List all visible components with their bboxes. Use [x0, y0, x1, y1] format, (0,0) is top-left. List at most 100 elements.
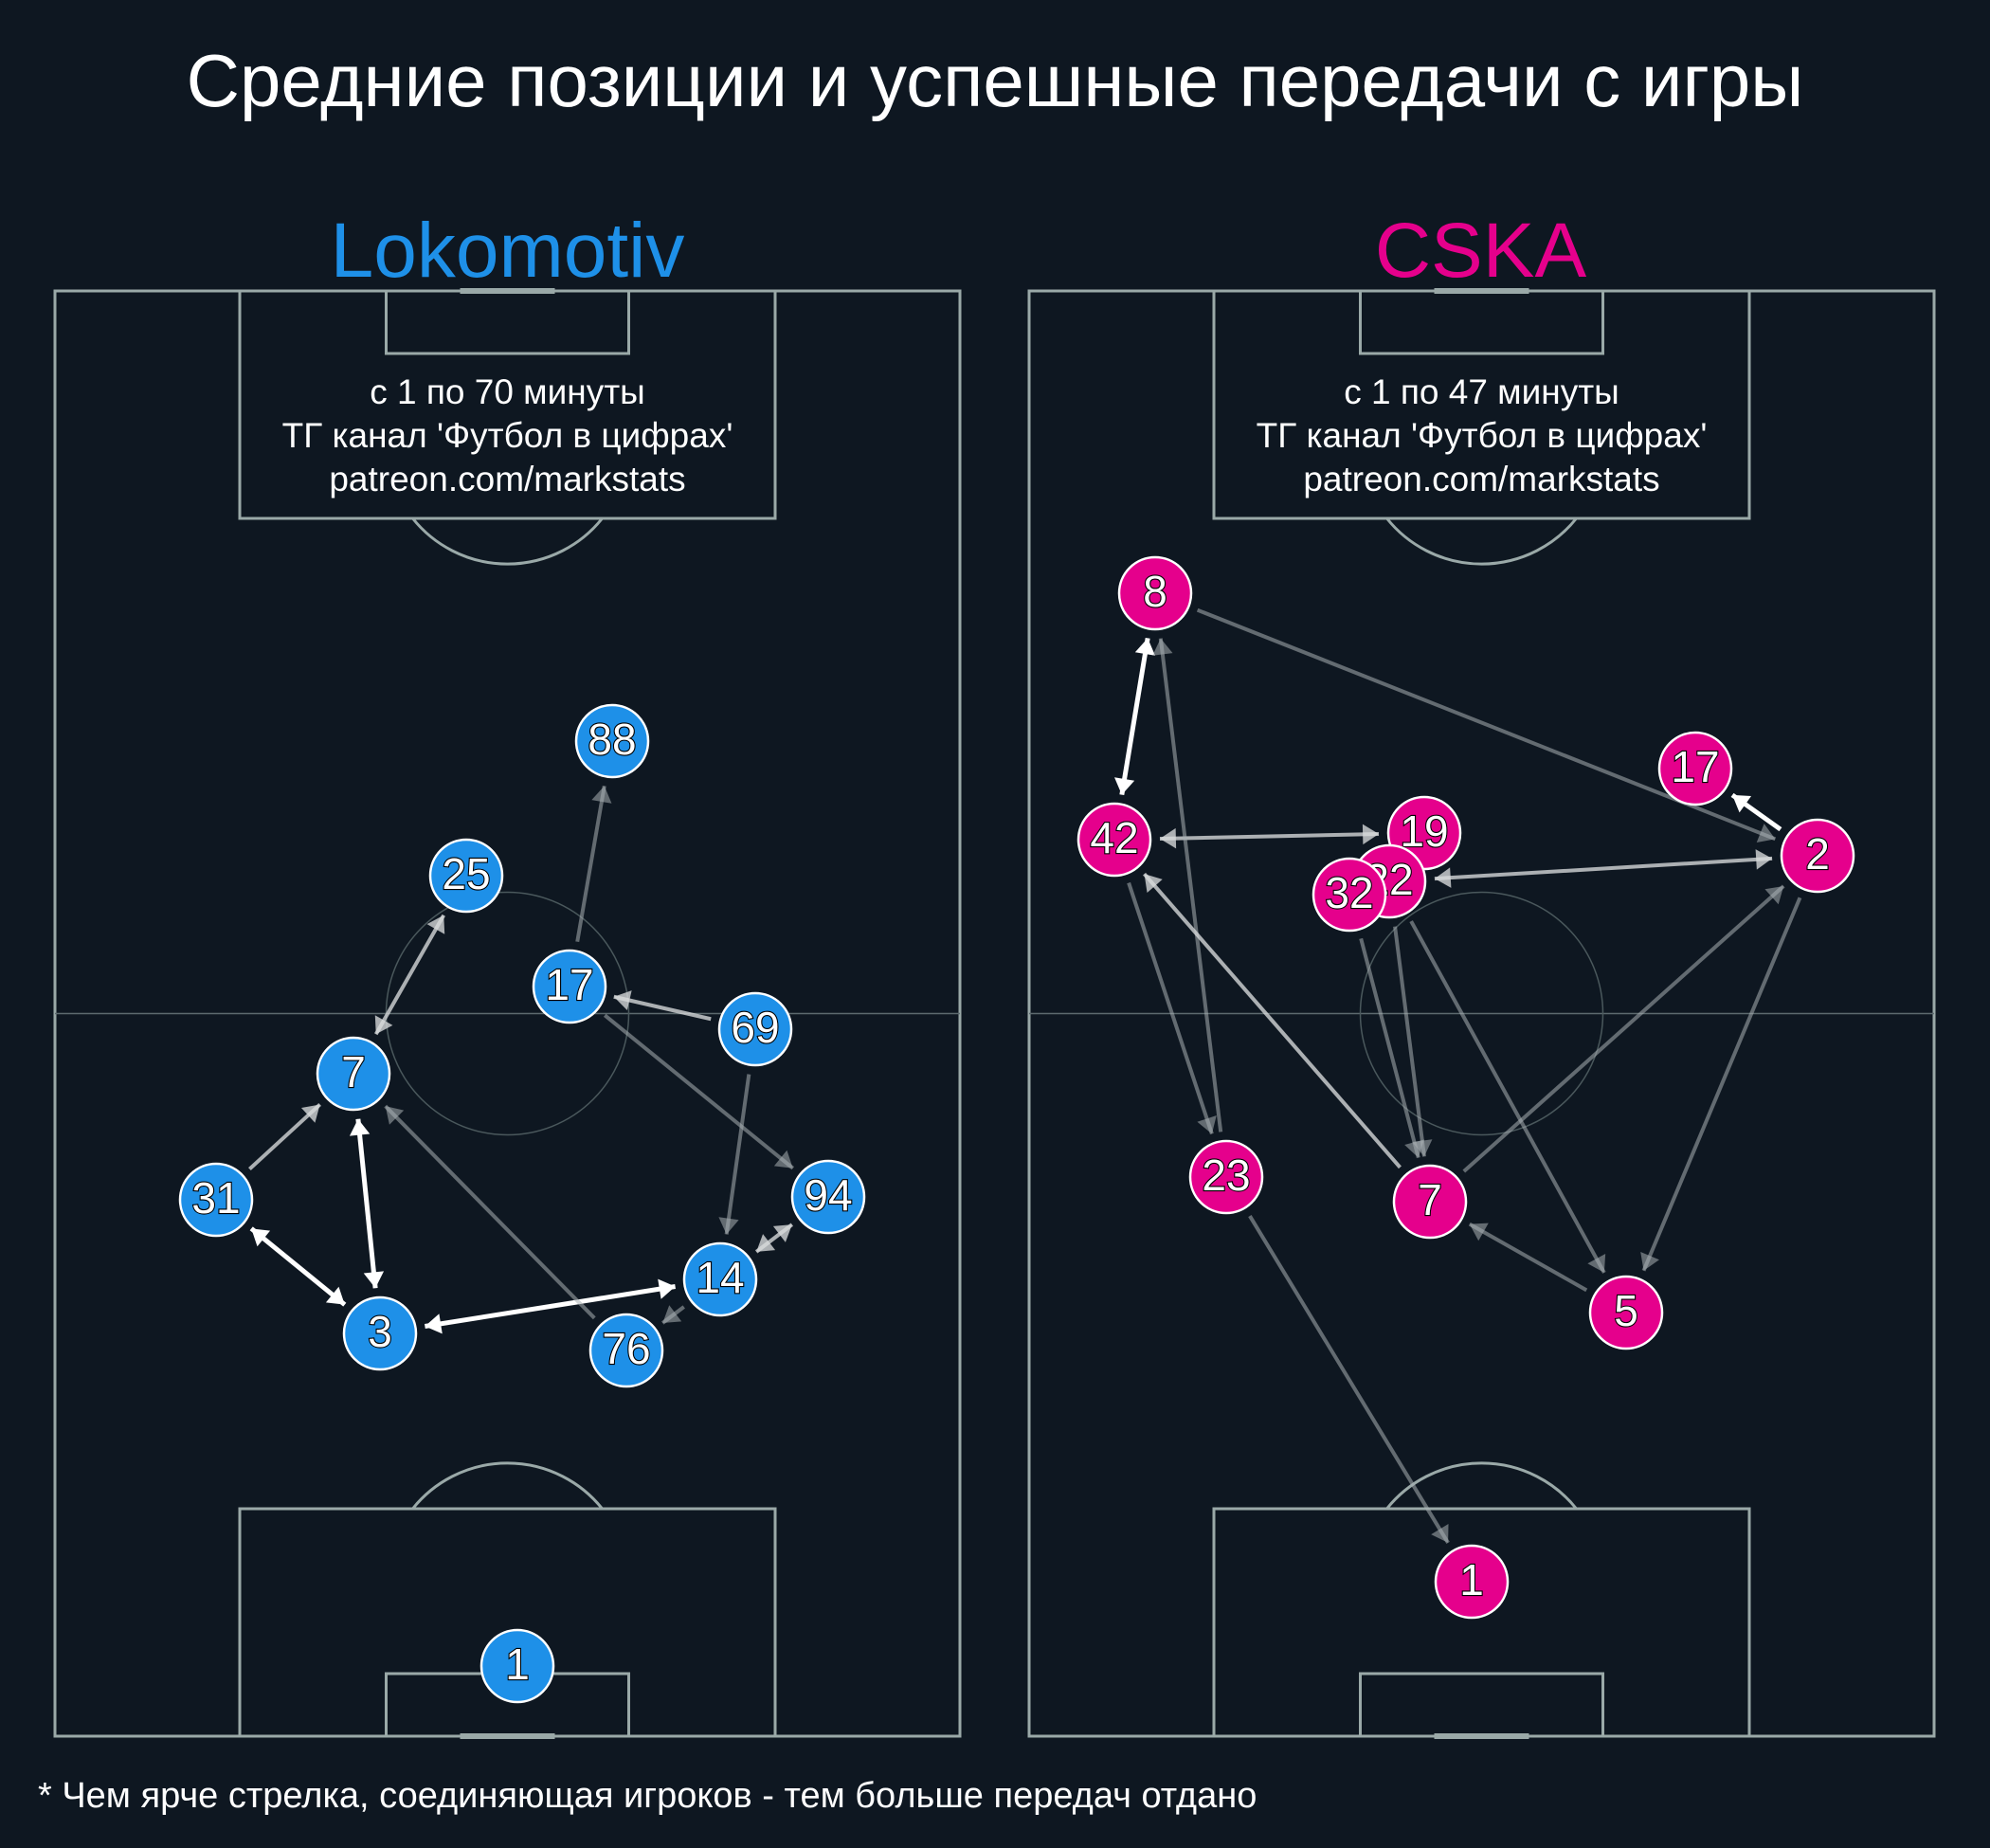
player-marker	[1076, 802, 1152, 878]
pass-arrow	[1468, 1222, 1588, 1293]
pass-arrowhead	[1159, 827, 1177, 849]
player-marker	[342, 1295, 418, 1371]
pass-arrow	[613, 994, 712, 1022]
goal-area-top	[385, 289, 630, 355]
page-title: Средние позиции и успешные передачи с иг…	[186, 39, 1804, 122]
player-node: 42	[1076, 802, 1152, 878]
player-marker	[1392, 1164, 1468, 1240]
player-node: 17	[1657, 731, 1733, 806]
info-line: ТГ канал 'Футбол в цифрах'	[282, 416, 733, 455]
player-number: 2	[1805, 829, 1830, 879]
player-node: 31	[178, 1162, 254, 1238]
player-node: 1	[479, 1628, 555, 1704]
player-node: 7	[316, 1036, 391, 1112]
pass-arrowhead	[1756, 824, 1776, 843]
player-marker	[1588, 1275, 1664, 1350]
player-marker	[574, 703, 650, 779]
pass-arrowhead	[425, 1314, 443, 1334]
player-node: 2	[1780, 818, 1855, 894]
pass-arrowhead	[658, 1278, 676, 1299]
player-number: 8	[1143, 567, 1167, 616]
pass-arrowhead	[1134, 638, 1155, 656]
player-node: 8	[1117, 555, 1193, 631]
pass-arrow	[1119, 637, 1150, 796]
pass-arrowhead	[1755, 849, 1773, 870]
player-node: 3	[342, 1295, 418, 1371]
pass-arrow	[374, 914, 445, 1036]
player-node: 32	[1312, 857, 1387, 933]
player-node: 14	[682, 1241, 758, 1317]
player-number: 42	[1090, 813, 1138, 862]
player-number: 1	[505, 1640, 530, 1689]
pass-arrowhead	[756, 1234, 776, 1252]
player-node: 76	[588, 1313, 664, 1388]
pass-arrowhead	[251, 1228, 271, 1247]
player-node: 69	[717, 991, 793, 1067]
pass-arrowhead	[1434, 867, 1452, 888]
player-number: 31	[191, 1173, 240, 1223]
pass-arrow	[1641, 897, 1802, 1272]
player-number: 17	[545, 960, 593, 1009]
pass-arrow	[1462, 884, 1785, 1173]
info-line: с 1 по 70 минуты	[370, 372, 645, 411]
pass-arrow	[1393, 926, 1426, 1157]
team-name-lokomotiv: Lokomotiv	[330, 208, 685, 294]
pass-arrowhead	[1732, 794, 1752, 813]
info-line: patreon.com/markstats	[1303, 460, 1659, 498]
pass-arrow	[603, 1013, 795, 1170]
pass-arrowhead	[773, 1150, 793, 1169]
pass-arrow	[425, 1284, 676, 1329]
player-number: 23	[1202, 1150, 1250, 1200]
player-marker	[717, 991, 793, 1067]
player-number: 7	[1418, 1175, 1442, 1224]
player-node: 7	[1392, 1164, 1468, 1240]
penalty-arc-bottom	[411, 1461, 604, 1510]
pass-arrowhead	[426, 915, 445, 934]
player-number: 17	[1671, 742, 1719, 791]
player-node: 1	[1434, 1544, 1510, 1620]
penalty-arc-bottom	[1385, 1461, 1578, 1510]
pass-arrow	[1158, 638, 1223, 1132]
pass-arrow	[384, 1104, 596, 1320]
pass-arrow	[575, 785, 606, 943]
pass-arrowhead	[1152, 638, 1173, 656]
pass-arrow	[724, 1074, 751, 1235]
footnote: * Чем ярче стрелка, соединяющая игроков …	[38, 1776, 1257, 1816]
pass-arrowhead	[374, 1015, 393, 1035]
player-number: 19	[1400, 806, 1448, 856]
pitch-lokomotiv: с 1 по 70 минуты ТГ канал 'Футбол в цифра…	[53, 288, 962, 1739]
center-circle	[1359, 891, 1604, 1136]
player-node: 5	[1588, 1275, 1664, 1350]
player-marker	[532, 949, 607, 1024]
player-number: 32	[1325, 868, 1373, 917]
pass-arrow	[355, 1118, 378, 1289]
player-marker	[682, 1241, 758, 1317]
player-node: 25	[428, 838, 504, 914]
info-line: patreon.com/markstats	[329, 460, 685, 498]
player-number: 94	[804, 1170, 852, 1220]
player-nodes: 88 25 17 69 7 31 94 14 3 76 1	[178, 703, 866, 1704]
pass-arrowhead	[1764, 885, 1784, 905]
player-marker	[1312, 857, 1387, 933]
player-marker	[1188, 1139, 1264, 1215]
player-marker	[428, 838, 504, 914]
player-node: 88	[574, 703, 650, 779]
player-number: 5	[1614, 1286, 1638, 1335]
pass-arrowhead	[591, 786, 612, 804]
pass-arrow	[1143, 872, 1402, 1169]
pitch-cska: с 1 по 47 минуты ТГ канал 'Футбол в цифра…	[1027, 288, 1936, 1739]
pass-arrow	[1434, 856, 1773, 881]
pass-arrows	[1114, 607, 1802, 1544]
pass-arrowhead	[662, 1305, 682, 1324]
pass-arrowhead	[1412, 1139, 1433, 1157]
player-marker	[316, 1036, 391, 1112]
pass-arrows	[248, 785, 795, 1334]
player-marker	[1117, 555, 1193, 631]
pass-arrowhead	[718, 1217, 739, 1235]
penalty-arc-top	[1385, 517, 1578, 566]
player-node: 94	[790, 1159, 866, 1235]
team-name-cska: CSKA	[1374, 208, 1587, 294]
player-marker	[178, 1162, 254, 1238]
